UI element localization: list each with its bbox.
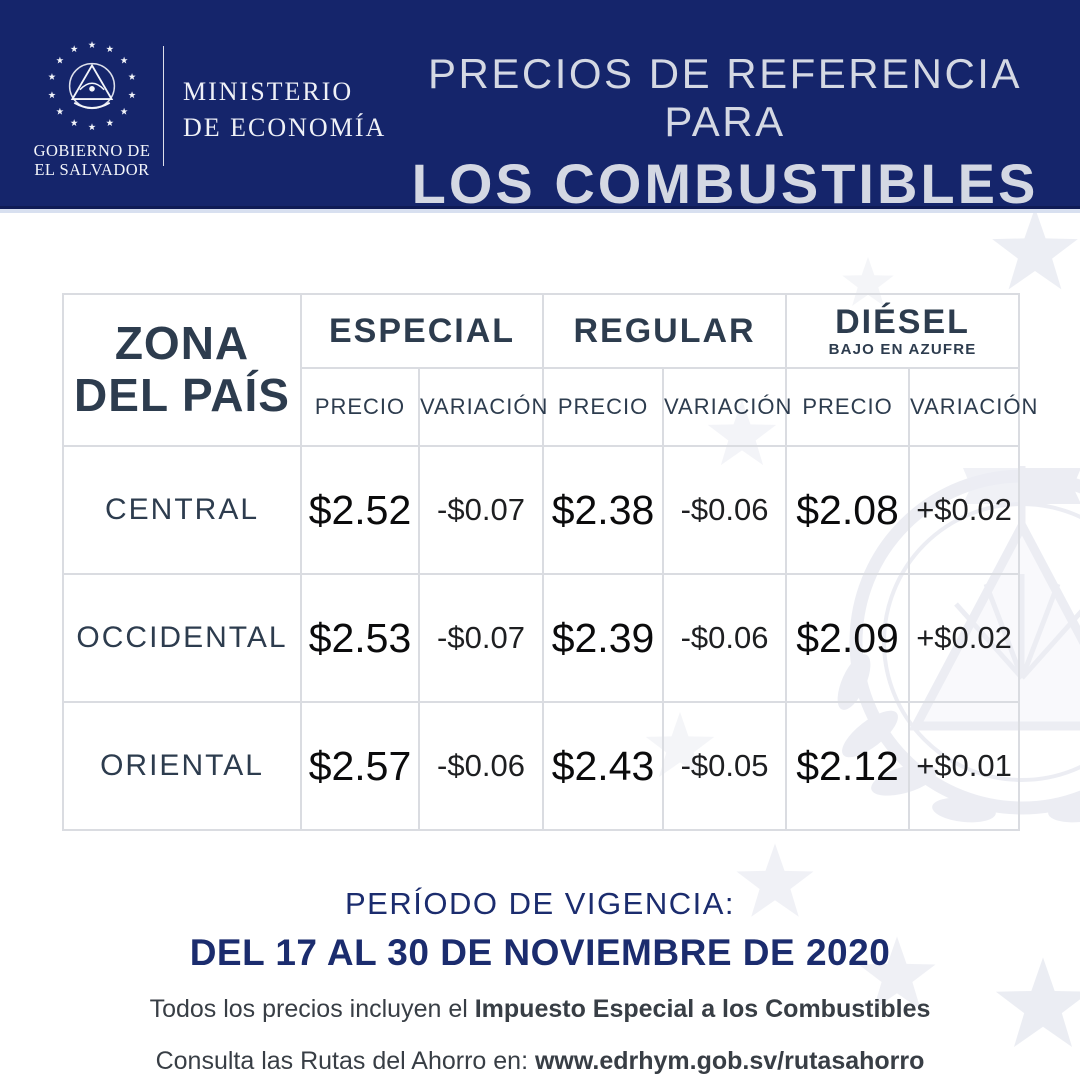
regular-variation: -$0.05 <box>662 701 788 831</box>
diesel-variation-header: VARIACIÓN <box>908 367 1037 447</box>
header-divider <box>163 46 164 166</box>
diesel-price: $2.12 <box>785 701 911 831</box>
diesel-price-header: PRECIO <box>785 367 911 447</box>
especial-price-header: PRECIO <box>300 367 420 447</box>
government-caption: GOBIERNO DE EL SALVADOR <box>33 141 151 180</box>
title-line-1: PRECIOS DE REFERENCIA PARA <box>428 50 1022 145</box>
regular-price-header: PRECIO <box>542 367 665 447</box>
regular-variation: -$0.06 <box>662 445 788 575</box>
ministry-name: MINISTERIO DE ECONOMÍA <box>183 77 387 142</box>
footer-notes: Todos los precios incluyen el Impuesto E… <box>0 997 1080 1074</box>
fuel-group-diesel: DIÉSEL BAJO EN AZUFRE <box>785 293 1021 369</box>
title-line-2: LOS COMBUSTIBLES <box>411 152 1039 215</box>
especial-price: $2.52 <box>300 445 420 575</box>
especial-variation: -$0.07 <box>417 573 545 703</box>
zone-column-header: ZONA DEL PAÍS <box>62 293 302 447</box>
especial-variation: -$0.07 <box>417 445 545 575</box>
regular-price: $2.43 <box>542 701 665 831</box>
especial-price: $2.53 <box>300 573 420 703</box>
especial-variation-header: VARIACIÓN <box>417 367 547 447</box>
diesel-variation: +$0.01 <box>908 701 1021 831</box>
routes-url: www.edrhym.gob.sv/rutasahorro <box>534 1047 925 1075</box>
zone-label: ORIENTAL <box>62 701 302 831</box>
zone-label: CENTRAL <box>62 445 302 575</box>
fuel-prices-table: ZONA DEL PAÍS ESPECIAL REGULAR DIÉSEL BA… <box>62 293 1037 831</box>
regular-variation-header: VARIACIÓN <box>662 367 791 447</box>
star-ring-icon <box>48 41 136 131</box>
table-row-oriental: ORIENTAL $2.57 -$0.06 $2.43 -$0.05 $2.12… <box>62 701 1021 831</box>
diesel-price: $2.09 <box>785 573 911 703</box>
regular-variation: -$0.06 <box>662 573 788 703</box>
page-title: PRECIOS DE REFERENCIA PARA LOS COMBUSTIB… <box>400 50 1050 216</box>
regular-price: $2.38 <box>542 445 665 575</box>
tax-note: Todos los precios incluyen el Impuesto E… <box>149 995 931 1023</box>
validity-label: PERÍODO DE VIGENCIA: <box>344 886 735 921</box>
government-logo: GOBIERNO DE EL SALVADOR <box>28 34 156 180</box>
diesel-subtitle: BAJO EN AZUFRE <box>828 340 977 358</box>
diesel-price: $2.08 <box>785 445 911 575</box>
fuel-group-especial: ESPECIAL <box>299 293 545 369</box>
validity-period: PERÍODO DE VIGENCIA: DEL 17 AL 30 DE NOV… <box>0 886 1080 974</box>
especial-price: $2.57 <box>300 701 420 831</box>
coat-of-arms-icon <box>48 41 136 131</box>
header-banner: GOBIERNO DE EL SALVADOR MINISTERIO DE EC… <box>0 0 1080 216</box>
validity-dates: DEL 17 AL 30 DE NOVIEMBRE DE 2020 <box>189 932 891 973</box>
regular-price: $2.39 <box>542 573 665 703</box>
especial-variation: -$0.06 <box>417 701 545 831</box>
routes-note: Consulta las Rutas del Ahorro en: www.ed… <box>155 1047 925 1075</box>
fuel-group-regular: REGULAR <box>542 293 788 369</box>
diesel-variation: +$0.02 <box>908 573 1021 703</box>
diesel-variation: +$0.02 <box>908 445 1021 575</box>
zone-label: OCCIDENTAL <box>62 573 302 703</box>
table-row-central: CENTRAL $2.52 -$0.07 $2.38 -$0.06 $2.08 … <box>62 445 1021 575</box>
table-row-occidental: OCCIDENTAL $2.53 -$0.07 $2.39 -$0.06 $2.… <box>62 573 1021 703</box>
